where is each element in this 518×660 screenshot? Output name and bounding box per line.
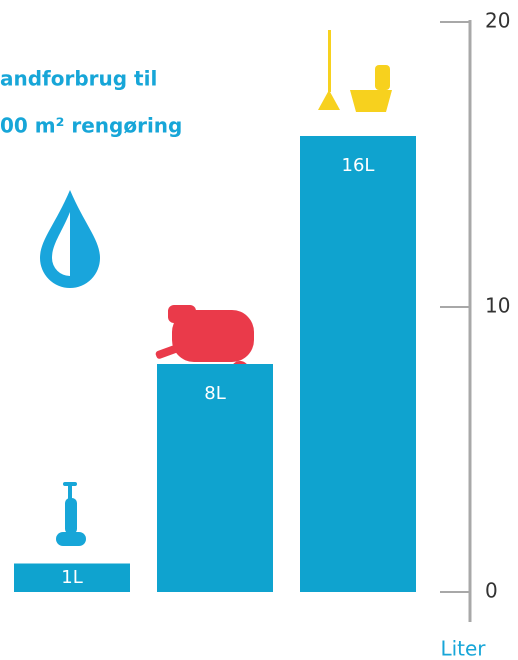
value-label: 1L: [61, 567, 82, 588]
chart-title: 00 m² rengøring: [0, 114, 182, 138]
y-tick-label: 20: [485, 9, 510, 33]
value-label: 16L: [342, 155, 375, 176]
y-axis-label: Liter: [440, 637, 486, 660]
chart-title: andforbrug til: [0, 67, 157, 91]
mop-bucket-icon: [318, 30, 392, 112]
value-label: 8L: [204, 383, 225, 404]
chart: andforbrug til 00 m² rengøring Liter 0 10…: [0, 0, 518, 660]
floor-machine-icon: [56, 482, 86, 546]
bar: [300, 136, 416, 592]
y-tick-label: 0: [485, 579, 498, 603]
y-tick-label: 10: [485, 294, 510, 318]
drop-icon: [40, 190, 100, 288]
